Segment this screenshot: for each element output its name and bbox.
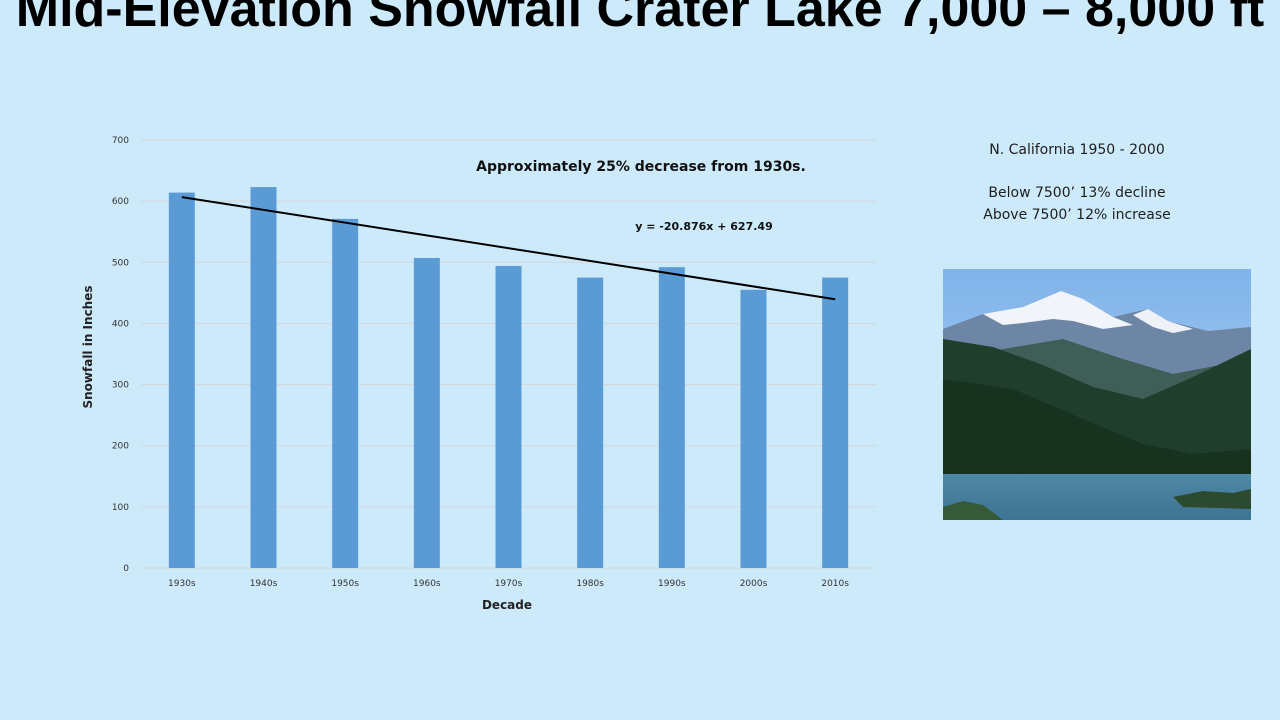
- x-tick-label: 1990s: [658, 579, 686, 589]
- slide-title: Mid-Elevation Snowfall Crater Lake 7,000…: [15, 0, 1265, 38]
- y-tick-label: 400: [112, 319, 129, 329]
- bar-1980s: [577, 277, 604, 568]
- side-note-line-2: Above 7500’ 12% increase: [983, 207, 1171, 223]
- y-tick-label: 100: [112, 503, 129, 513]
- side-note: N. California 1950 - 2000 Below 7500’ 13…: [930, 139, 1224, 226]
- side-note-heading: N. California 1950 - 2000: [989, 142, 1165, 158]
- trendline: [181, 196, 836, 301]
- bar-2000s: [740, 289, 767, 568]
- x-tick-label: 1970s: [495, 579, 523, 589]
- x-axis-title: Decade: [482, 598, 532, 612]
- y-tick-label: 0: [123, 564, 129, 574]
- side-note-line-1: Below 7500’ 13% decline: [988, 185, 1166, 201]
- chart-annotation: Approximately 25% decrease from 1930s.: [476, 159, 806, 175]
- y-axis-ticks: 0 100 200 300 400 500 600 700: [112, 136, 129, 574]
- bar-1990s: [658, 267, 685, 568]
- bar-1930s: [168, 192, 195, 568]
- bar-1950s: [332, 218, 359, 569]
- y-tick-label: 600: [112, 197, 129, 207]
- x-tick-label: 1930s: [168, 579, 196, 589]
- bar-2010s: [822, 277, 849, 568]
- x-tick-label: 2010s: [821, 579, 849, 589]
- mountain-lake-photo: [943, 269, 1251, 520]
- y-axis-title: Snowfall in Inches: [81, 285, 95, 408]
- y-tick-label: 300: [112, 381, 129, 391]
- x-axis-ticks: 1930s 1940s 1950s 1960s 1970s 1980s 1990s 2000s…: [168, 579, 849, 589]
- bar-1970s: [495, 265, 522, 568]
- x-tick-label: 1950s: [331, 579, 359, 589]
- x-tick-label: 2000s: [740, 579, 768, 589]
- bar-1940s: [250, 187, 277, 568]
- y-tick-label: 500: [112, 258, 129, 268]
- x-tick-label: 1960s: [413, 579, 441, 589]
- y-tick-label: 700: [112, 136, 129, 146]
- trendline-equation: y = -20.876x + 627.49: [635, 220, 772, 233]
- bar-1960s: [413, 258, 440, 568]
- bars: [168, 187, 849, 569]
- y-tick-label: 200: [112, 442, 129, 452]
- x-tick-label: 1940s: [250, 579, 278, 589]
- x-tick-label: 1980s: [576, 579, 604, 589]
